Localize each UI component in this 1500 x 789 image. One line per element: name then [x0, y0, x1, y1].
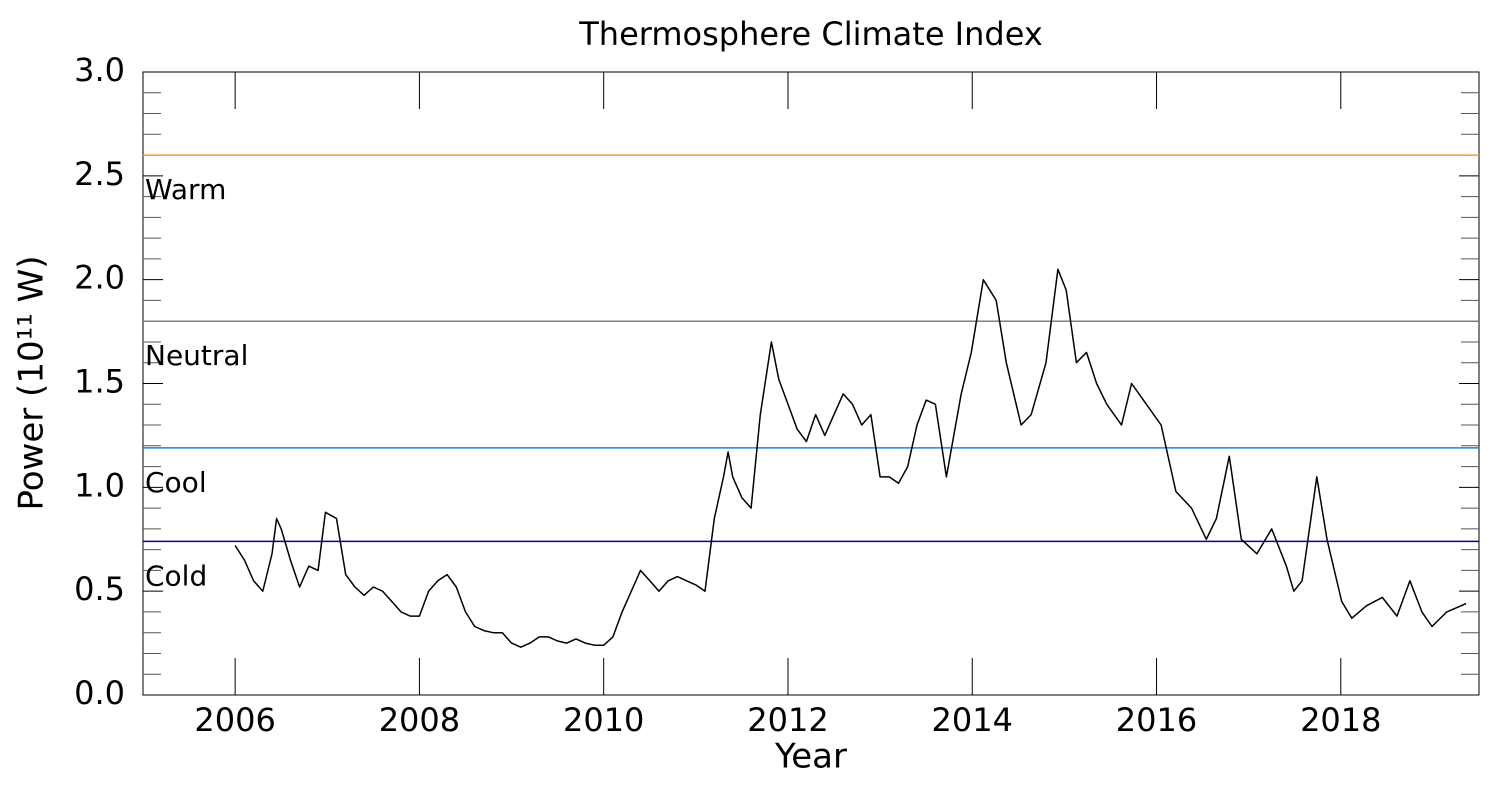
y-tick-label: 3.0 [74, 51, 125, 89]
x-tick-label: 2014 [932, 701, 1013, 739]
x-tick-label: 2018 [1300, 701, 1381, 739]
x-tick-label: 2006 [194, 701, 275, 739]
y-axis-label: Power (10¹¹ W) [12, 255, 52, 510]
y-tick-label: 1.5 [74, 363, 125, 401]
reference-label: Warm [145, 173, 226, 206]
plot-frame [142, 71, 1480, 696]
reference-label: Neutral [145, 339, 248, 372]
x-tick-label: 2016 [1116, 701, 1197, 739]
y-tick-label: 0.5 [74, 570, 125, 608]
reference-label: Cold [145, 559, 207, 592]
x-tick-label: 2008 [379, 701, 460, 739]
chart-title: Thermosphere Climate Index [578, 15, 1043, 53]
data-line [234, 268, 1467, 648]
x-axis-label: Year [774, 737, 847, 777]
x-tick-label: 2010 [563, 701, 644, 739]
reference-label: Cool [145, 466, 207, 499]
y-tick-label: 0.0 [74, 674, 125, 712]
y-tick-label: 1.0 [74, 466, 125, 504]
x-tick-label: 2012 [747, 701, 828, 739]
y-tick-label: 2.0 [74, 259, 125, 297]
y-tick-label: 2.5 [74, 155, 125, 193]
